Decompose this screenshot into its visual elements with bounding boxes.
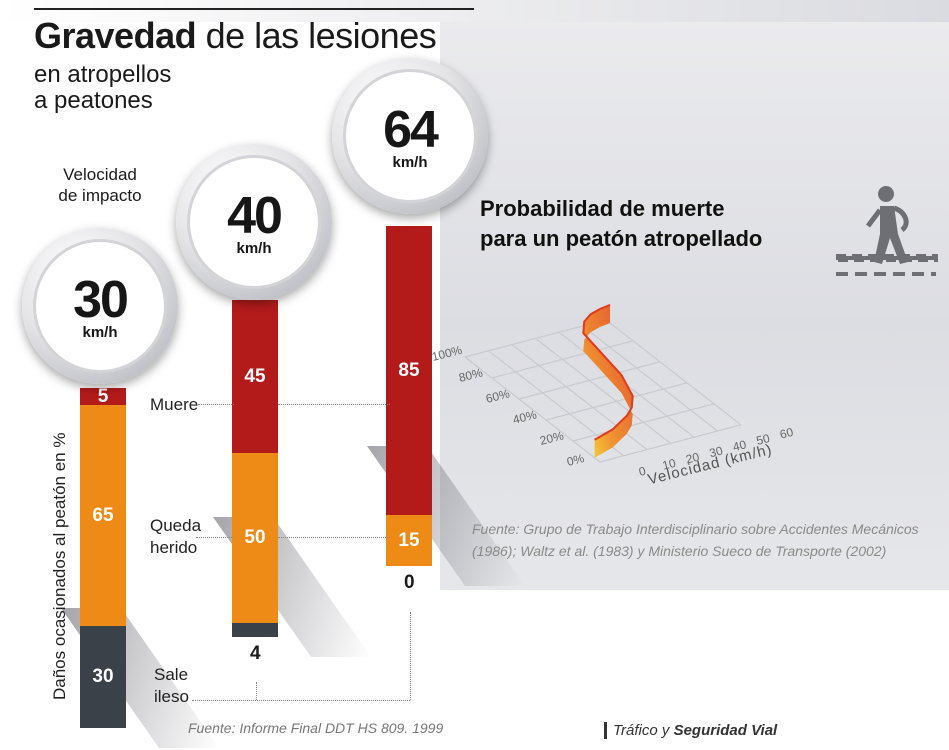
y-tick-label: 20% bbox=[538, 428, 565, 447]
credit: Tráfico y Seguridad Vial bbox=[604, 722, 777, 739]
x-tick-label: 50 bbox=[755, 431, 772, 448]
bar-40: 45 50 bbox=[232, 300, 278, 637]
title-rule bbox=[34, 8, 474, 10]
chart-background bbox=[440, 0, 949, 590]
grid-line-x bbox=[535, 337, 671, 444]
grid-line-x bbox=[464, 356, 601, 463]
title-bold: Gravedad bbox=[34, 15, 197, 56]
speed-badge-64: 64 km/h bbox=[332, 58, 488, 214]
top-band bbox=[0, 0, 949, 22]
credit-italic: Tráfico y bbox=[613, 722, 674, 739]
chart-title: Probabilidad de muerte para un peatón at… bbox=[480, 196, 763, 251]
leader-death-2 bbox=[278, 404, 390, 405]
bar-30-injury-label: 65 bbox=[92, 504, 114, 526]
grid-line-x bbox=[605, 319, 742, 426]
source-bars: Fuente: Informe Final DDT HS 809. 1999 bbox=[188, 720, 444, 736]
bar-64-injury-label: 15 bbox=[398, 529, 420, 551]
speed-unit: km/h bbox=[82, 323, 118, 341]
bar-30-injury: 65 bbox=[80, 405, 126, 626]
speed-unit: km/h bbox=[236, 239, 272, 257]
bar-64-death: 85 bbox=[386, 226, 432, 515]
speed-badge-40: 40 km/h bbox=[176, 144, 332, 300]
leader-unhurt bbox=[192, 700, 410, 701]
bar-30-unhurt-label: 30 bbox=[92, 666, 114, 687]
speed-value: 30 bbox=[73, 270, 129, 329]
bar-64-injury: 15 bbox=[386, 515, 432, 566]
bar-30-death: 5 bbox=[80, 385, 126, 407]
bar-40-unhurt-label: 4 bbox=[250, 642, 261, 664]
grid-line-x bbox=[582, 325, 718, 432]
bar-40-death-label: 45 bbox=[244, 365, 266, 387]
speed-value: 64 bbox=[383, 100, 439, 159]
speed-label: Velocidad de impacto bbox=[58, 165, 142, 205]
credit-bold: Seguridad Vial bbox=[673, 722, 778, 739]
x-tick-label: 0 bbox=[637, 464, 647, 479]
row-label-unhurt: Sale ileso bbox=[154, 665, 189, 706]
y-tick-label: 80% bbox=[457, 365, 484, 384]
leader-unhurt-40 bbox=[256, 682, 257, 700]
bar-40-injury: 50 bbox=[232, 453, 278, 623]
bar-64-unhurt-label: 0 bbox=[404, 572, 415, 593]
x-tick-label: 30 bbox=[708, 443, 725, 460]
speed-badge-30: 30 km/h bbox=[22, 228, 178, 384]
speed-value: 40 bbox=[227, 186, 283, 245]
x-tick-label: 20 bbox=[684, 450, 701, 467]
bar-40-unhurt bbox=[232, 623, 278, 637]
bar-64: 85 15 bbox=[386, 226, 432, 566]
title-rest: de las lesiones bbox=[196, 15, 437, 56]
bar-40-death: 45 bbox=[232, 300, 278, 453]
bar-40-injury-label: 50 bbox=[244, 527, 266, 548]
page-subtitle: en atropellos a peatones bbox=[34, 61, 172, 114]
row-label-injury: Queda herido bbox=[150, 516, 202, 557]
bar-30: 5 65 30 bbox=[80, 385, 126, 728]
x-tick-label: 60 bbox=[778, 425, 795, 442]
y-tick-label: 100% bbox=[430, 343, 463, 364]
speed-unit: km/h bbox=[392, 153, 428, 171]
walking-person-icon bbox=[834, 186, 938, 276]
bar-30-death-label: 5 bbox=[97, 385, 109, 407]
probability-curve-band bbox=[583, 304, 633, 458]
y-tick-label: 60% bbox=[484, 386, 511, 405]
source-chart: Fuente: Grupo de Trabajo Interdisciplina… bbox=[472, 521, 919, 559]
leader-death-1 bbox=[198, 404, 234, 405]
bar-64-death-label: 85 bbox=[398, 359, 420, 381]
bar-30-unhurt: 30 bbox=[80, 626, 126, 728]
leader-injury-1 bbox=[196, 537, 234, 538]
page-title: Gravedad de las lesiones bbox=[34, 14, 437, 58]
leader-injury-2 bbox=[278, 537, 390, 538]
x-tick-label: 40 bbox=[731, 437, 748, 454]
row-label-death: Muere bbox=[150, 395, 199, 414]
x-tick-label: 10 bbox=[661, 456, 678, 473]
probability-curve bbox=[582, 304, 634, 441]
y-tick-label: 0% bbox=[565, 451, 586, 469]
y-tick-label: 40% bbox=[511, 407, 538, 426]
leader-unhurt-64 bbox=[410, 612, 411, 700]
